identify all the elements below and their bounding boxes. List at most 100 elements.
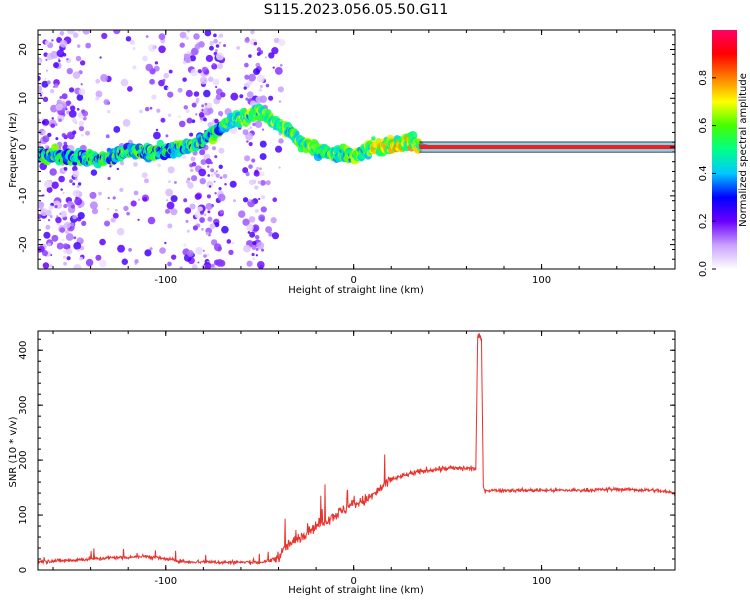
heatmap-noise-cell xyxy=(272,66,275,69)
heatmap-noise-cell xyxy=(201,104,205,108)
heatmap-noise-cell xyxy=(194,193,202,200)
heatmap-noise-cell xyxy=(55,216,62,224)
heatmap-noise-cell xyxy=(261,128,265,131)
heatmap-noise-cell xyxy=(275,145,283,153)
heatmap-ridge-cell xyxy=(51,143,60,152)
heatmap-noise-cell xyxy=(95,78,101,84)
heatmap-noise-cell xyxy=(63,166,68,171)
heatmap-noise-cell xyxy=(179,42,185,48)
heatmap-noise-cell xyxy=(259,153,267,161)
heatmap-noise-cell xyxy=(251,252,255,257)
heatmap-noise-cell xyxy=(190,47,199,56)
heatmap-noise-cell xyxy=(44,179,52,188)
snr-ytick-label: 0 xyxy=(18,567,29,573)
heatmap-noise-cell xyxy=(149,247,153,251)
heatmap-noise-cell xyxy=(160,117,166,123)
figure-title: S115.2023.056.05.50.G11 xyxy=(264,2,449,18)
heatmap-noise-cell xyxy=(41,120,46,125)
heatmap-noise-cell xyxy=(251,224,260,232)
heatmap-noise-cell xyxy=(106,207,110,211)
heatmap-noise-cell xyxy=(69,105,76,111)
heatmap-noise-cell xyxy=(130,200,137,207)
heatmap-noise-cell xyxy=(245,97,249,101)
heatmap-noise-cell xyxy=(243,244,251,253)
heatmap-noise-cell xyxy=(248,54,252,58)
heatmap-noise-cell xyxy=(278,100,282,103)
heatmap-noise-cell xyxy=(202,66,207,72)
heatmap-noise-cell xyxy=(38,85,43,93)
heatmap-noise-cell xyxy=(69,179,72,182)
heatmap-noise-cell xyxy=(56,215,59,218)
heatmap-noise-cell xyxy=(206,102,213,108)
snr-xlabel: Height of straight line (km) xyxy=(288,585,424,596)
heatmap-noise-cell xyxy=(211,146,217,151)
heatmap-noise-cell xyxy=(104,220,111,227)
heatmap-noise-cell xyxy=(46,186,53,193)
heatmap-noise-cell xyxy=(81,220,87,226)
heatmap-noise-cell xyxy=(75,55,82,62)
heatmap-noise-cell xyxy=(260,179,266,186)
heatmap-noise-cell xyxy=(255,254,259,257)
heatmap-noise-cell xyxy=(271,47,279,55)
heatmap-noise-cell xyxy=(179,266,183,269)
heatmap-noise-cell xyxy=(189,55,197,62)
heatmap-noise-cell xyxy=(105,134,110,139)
heatmap-noise-cell xyxy=(186,249,194,257)
heatmap-noise-cell xyxy=(95,96,100,101)
heatmap-noise-cell xyxy=(72,71,81,80)
heatmap-noise-cell xyxy=(218,187,222,191)
heatmap-noise-cell xyxy=(60,210,68,218)
heatmap-noise-cell xyxy=(142,196,148,202)
spectrogram-ytick-label: -20 xyxy=(18,236,29,252)
heatmap-noise-cell xyxy=(258,88,263,92)
colorbar-tick-label: 0.8 xyxy=(698,70,709,86)
heatmap-noise-cell xyxy=(63,221,71,229)
heatmap-noise-cell xyxy=(252,257,256,261)
spectrogram-ytick-label: 20 xyxy=(18,43,29,56)
snr-xtick-label: 0 xyxy=(350,576,356,587)
heatmap-noise-cell xyxy=(258,214,266,222)
heatmap-noise-cell xyxy=(197,261,200,264)
heatmap-noise-cell xyxy=(166,201,175,210)
heatmap-noise-cell xyxy=(49,264,53,268)
heatmap-noise-cell xyxy=(205,231,210,236)
heatmap-noise-cell xyxy=(195,100,199,104)
heatmap-noise-cell xyxy=(226,77,231,82)
snr-series-line xyxy=(38,333,675,566)
heatmap-noise-cell xyxy=(184,207,192,214)
heatmap-noise-cell xyxy=(211,63,218,70)
heatmap-noise-cell xyxy=(249,126,252,129)
heatmap-noise-cell xyxy=(66,30,75,35)
heatmap-noise-cell xyxy=(210,168,215,173)
heatmap-noise-cell xyxy=(245,172,250,177)
heatmap-noise-cell xyxy=(207,210,211,214)
heatmap-noise-cell xyxy=(219,176,223,180)
heatmap-noise-cell xyxy=(214,118,219,124)
heatmap-noise-cell xyxy=(257,261,265,269)
snr-panel: -100 0 100 0 100 200 300 400 Height of straight… xyxy=(8,330,676,596)
heatmap-noise-cell xyxy=(203,254,207,258)
heatmap-noise-cell xyxy=(206,194,211,199)
heatmap-noise-cell xyxy=(198,168,207,177)
heatmap-noise-cell xyxy=(185,179,190,184)
heatmap-noise-cell xyxy=(189,203,196,210)
heatmap-noise-cell xyxy=(218,147,225,154)
heatmap-noise-cell xyxy=(51,181,59,189)
heatmap-noise-cell xyxy=(183,53,189,59)
heatmap-noise-cell xyxy=(274,67,283,75)
heatmap-ridge-cell xyxy=(279,119,283,123)
heatmap-noise-cell xyxy=(44,40,50,46)
heatmap-noise-cell xyxy=(164,241,167,245)
heatmap-noise-cell xyxy=(247,127,250,131)
heatmap-noise-cell xyxy=(206,180,214,188)
heatmap-noise-cell xyxy=(236,46,240,50)
heatmap-noise-cell xyxy=(256,166,260,170)
heatmap-noise-cell xyxy=(112,212,119,219)
heatmap-noise-cell xyxy=(72,182,76,186)
heatmap-noise-cell xyxy=(195,97,200,102)
snr-xtick-label: 100 xyxy=(532,576,551,587)
heatmap-noise-cell xyxy=(38,201,45,209)
heatmap-noise-cell xyxy=(137,218,140,221)
heatmap-noise-cell xyxy=(44,144,48,148)
